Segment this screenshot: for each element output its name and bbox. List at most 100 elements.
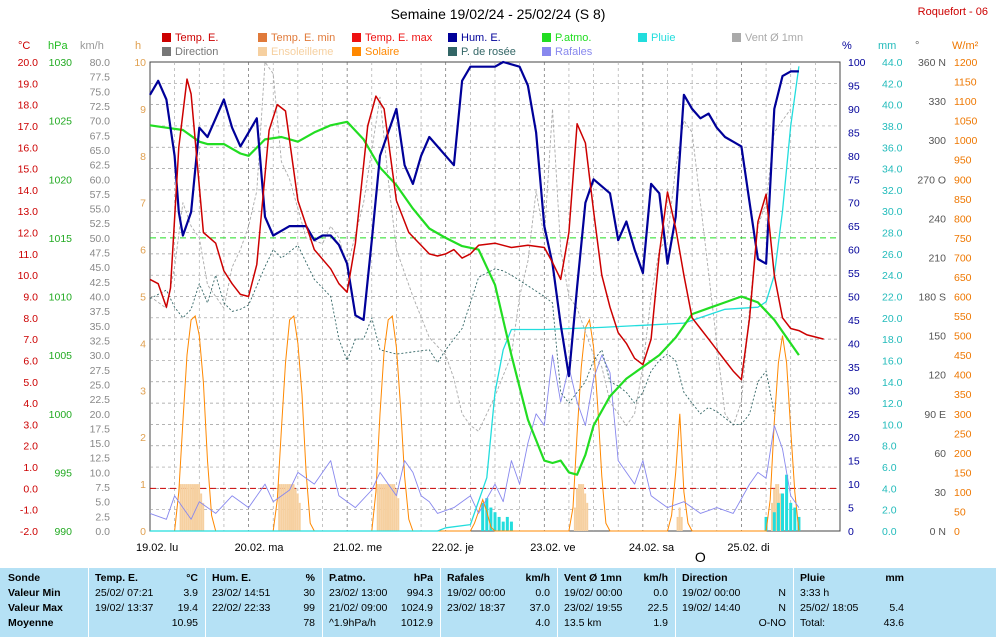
rain-tick-label: 12.0 [882, 398, 903, 410]
sunshine-tick-label: 7 [140, 198, 146, 210]
solar-tick-label: 1050 [954, 116, 978, 128]
wind-tick-label: 50.0 [90, 233, 111, 245]
sunshine-bar [382, 484, 385, 531]
rain-bar [493, 512, 497, 531]
legend-label: Rafales [555, 46, 593, 58]
sunshine-bar [191, 484, 194, 531]
table-cell-row: Direction [676, 571, 794, 586]
table-cell-value: 1024.9 [400, 602, 433, 614]
chart-grid [149, 61, 841, 532]
legend-swatch [448, 47, 457, 56]
sunshine-bar [282, 484, 285, 531]
rain-tick-label: 18.0 [882, 334, 903, 346]
current-time-marker: O [695, 549, 706, 565]
solar-tick-label: 250 [954, 428, 972, 440]
table-cell-label: 3:33 h [800, 587, 830, 599]
chart-title: Semaine 19/02/24 - 25/02/24 (S 8) [390, 6, 606, 22]
rain-tick-label: 2.0 [882, 505, 897, 517]
table-cell-value: 0.0 [535, 587, 550, 599]
sunshine-bar [384, 484, 387, 531]
rain-tick-label: 6.0 [882, 462, 897, 474]
table-cell-row: Temp. E. °C [89, 571, 206, 586]
table-cell-value: 1012.9 [400, 617, 433, 629]
humidity-tick-label: 80 [848, 151, 860, 163]
humidity-tick-label: 95 [848, 80, 860, 92]
temp-tick-label: -1.0 [20, 505, 38, 517]
table-cell-row: 78 [206, 616, 323, 631]
solar-tick-label: 200 [954, 448, 972, 460]
direction-tick-label: 270 O [917, 174, 946, 186]
legend-swatch [162, 33, 171, 42]
table-cell-label: 23/02/ 14:51 [212, 587, 271, 599]
table-cell-row: Vent Ø 1mn km/h [558, 571, 676, 586]
sunshine-bar [676, 516, 679, 531]
solar-tick-label: 400 [954, 370, 972, 382]
day-label: 23.02. ve [530, 542, 575, 554]
table-cell-value: 99 [303, 602, 315, 614]
humidity-tick-label: 65 [848, 221, 860, 233]
table-cell-value: 78 [303, 617, 315, 629]
legend-swatch [542, 33, 551, 42]
rain-tick-label: 8.0 [882, 441, 897, 453]
rain-bar [785, 474, 789, 531]
sunshine-bar [193, 484, 196, 531]
sunshine-bar [286, 484, 289, 531]
rain-tick-label: 42.0 [882, 78, 903, 90]
humidity-tick-label: 15 [848, 456, 860, 468]
direction-axis-unit: ° [915, 40, 920, 52]
table-cell-label: Vent Ø 1mn [564, 572, 622, 584]
humidity-tick-label: 10 [848, 479, 860, 491]
temp-tick-label: 13.0 [18, 206, 39, 218]
pressure-tick-label: 995 [54, 467, 72, 479]
series-line-hum-e- [149, 60, 799, 378]
solar-tick-label: 450 [954, 350, 972, 362]
wind-tick-label: 55.0 [90, 204, 111, 216]
wind-tick-label: 65.0 [90, 145, 111, 157]
sunshine-tick-label: 3 [140, 385, 146, 397]
table-cell-value: 0.0 [653, 587, 668, 599]
legend-label: Pluie [651, 32, 676, 44]
temp-tick-label: 17.0 [18, 121, 39, 133]
station-name: Roquefort - 06 [917, 6, 988, 18]
table-cell-value: % [305, 572, 315, 584]
sunshine-axis-unit: h [135, 40, 142, 52]
pressure-axis-unit: hPa [48, 40, 68, 52]
rain-tick-label: 44.0 [882, 57, 903, 69]
table-cell-row: O-NO [676, 616, 794, 631]
table-column: Pluie mm 3:33 h 25/02/ 18:05 5.4 Total: 43.6 [793, 568, 912, 637]
wind-tick-label: 67.5 [90, 130, 111, 142]
table-cell-label: 23/02/ 18:37 [447, 602, 506, 614]
rain-tick-label: 4.0 [882, 483, 897, 495]
humidity-tick-label: 35 [848, 362, 860, 374]
table-cell-value: 3.9 [183, 587, 198, 599]
table-cell-value: 37.0 [529, 602, 550, 614]
table-column: Vent Ø 1mn km/h 19/02/ 00:00 0.0 23/02/ 19:5… [557, 568, 676, 637]
table-cell-row: 19/02/ 13:37 19.4 [89, 601, 206, 616]
sunshine-tick-label: 1 [140, 479, 146, 491]
wind-tick-label: 62.5 [90, 160, 111, 172]
legend-item: Temp. E. max [352, 32, 432, 44]
wind-tick-label: 45.0 [90, 262, 111, 274]
sunshine-bar [584, 493, 587, 531]
solar-axis-unit: W/m² [952, 40, 979, 52]
wind-tick-label: 12.5 [90, 453, 111, 465]
rain-bar [789, 502, 793, 531]
table-cell-value: 4.0 [535, 617, 550, 629]
sunshine-bar [393, 484, 396, 531]
solar-tick-label: 550 [954, 311, 972, 323]
wind-axis-unit: km/h [80, 40, 104, 52]
table-cell-value: 5.4 [889, 602, 904, 614]
day-label: 24.02. sa [629, 542, 675, 554]
humidity-tick-label: 75 [848, 174, 860, 186]
table-cell-value: N [778, 587, 786, 599]
wind-tick-label: 0.0 [95, 526, 110, 538]
temp-tick-label: 19.0 [18, 78, 39, 90]
table-cell-label: 22/02/ 22:33 [212, 602, 271, 614]
day-label: 19.02. lu [136, 542, 178, 554]
rain-tick-label: 24.0 [882, 270, 903, 282]
solar-tick-label: 900 [954, 174, 972, 186]
humidity-tick-label: 30 [848, 385, 860, 397]
solar-tick-label: 700 [954, 252, 972, 264]
direction-tick-label: 60 [934, 448, 946, 460]
rain-tick-label: 22.0 [882, 292, 903, 304]
